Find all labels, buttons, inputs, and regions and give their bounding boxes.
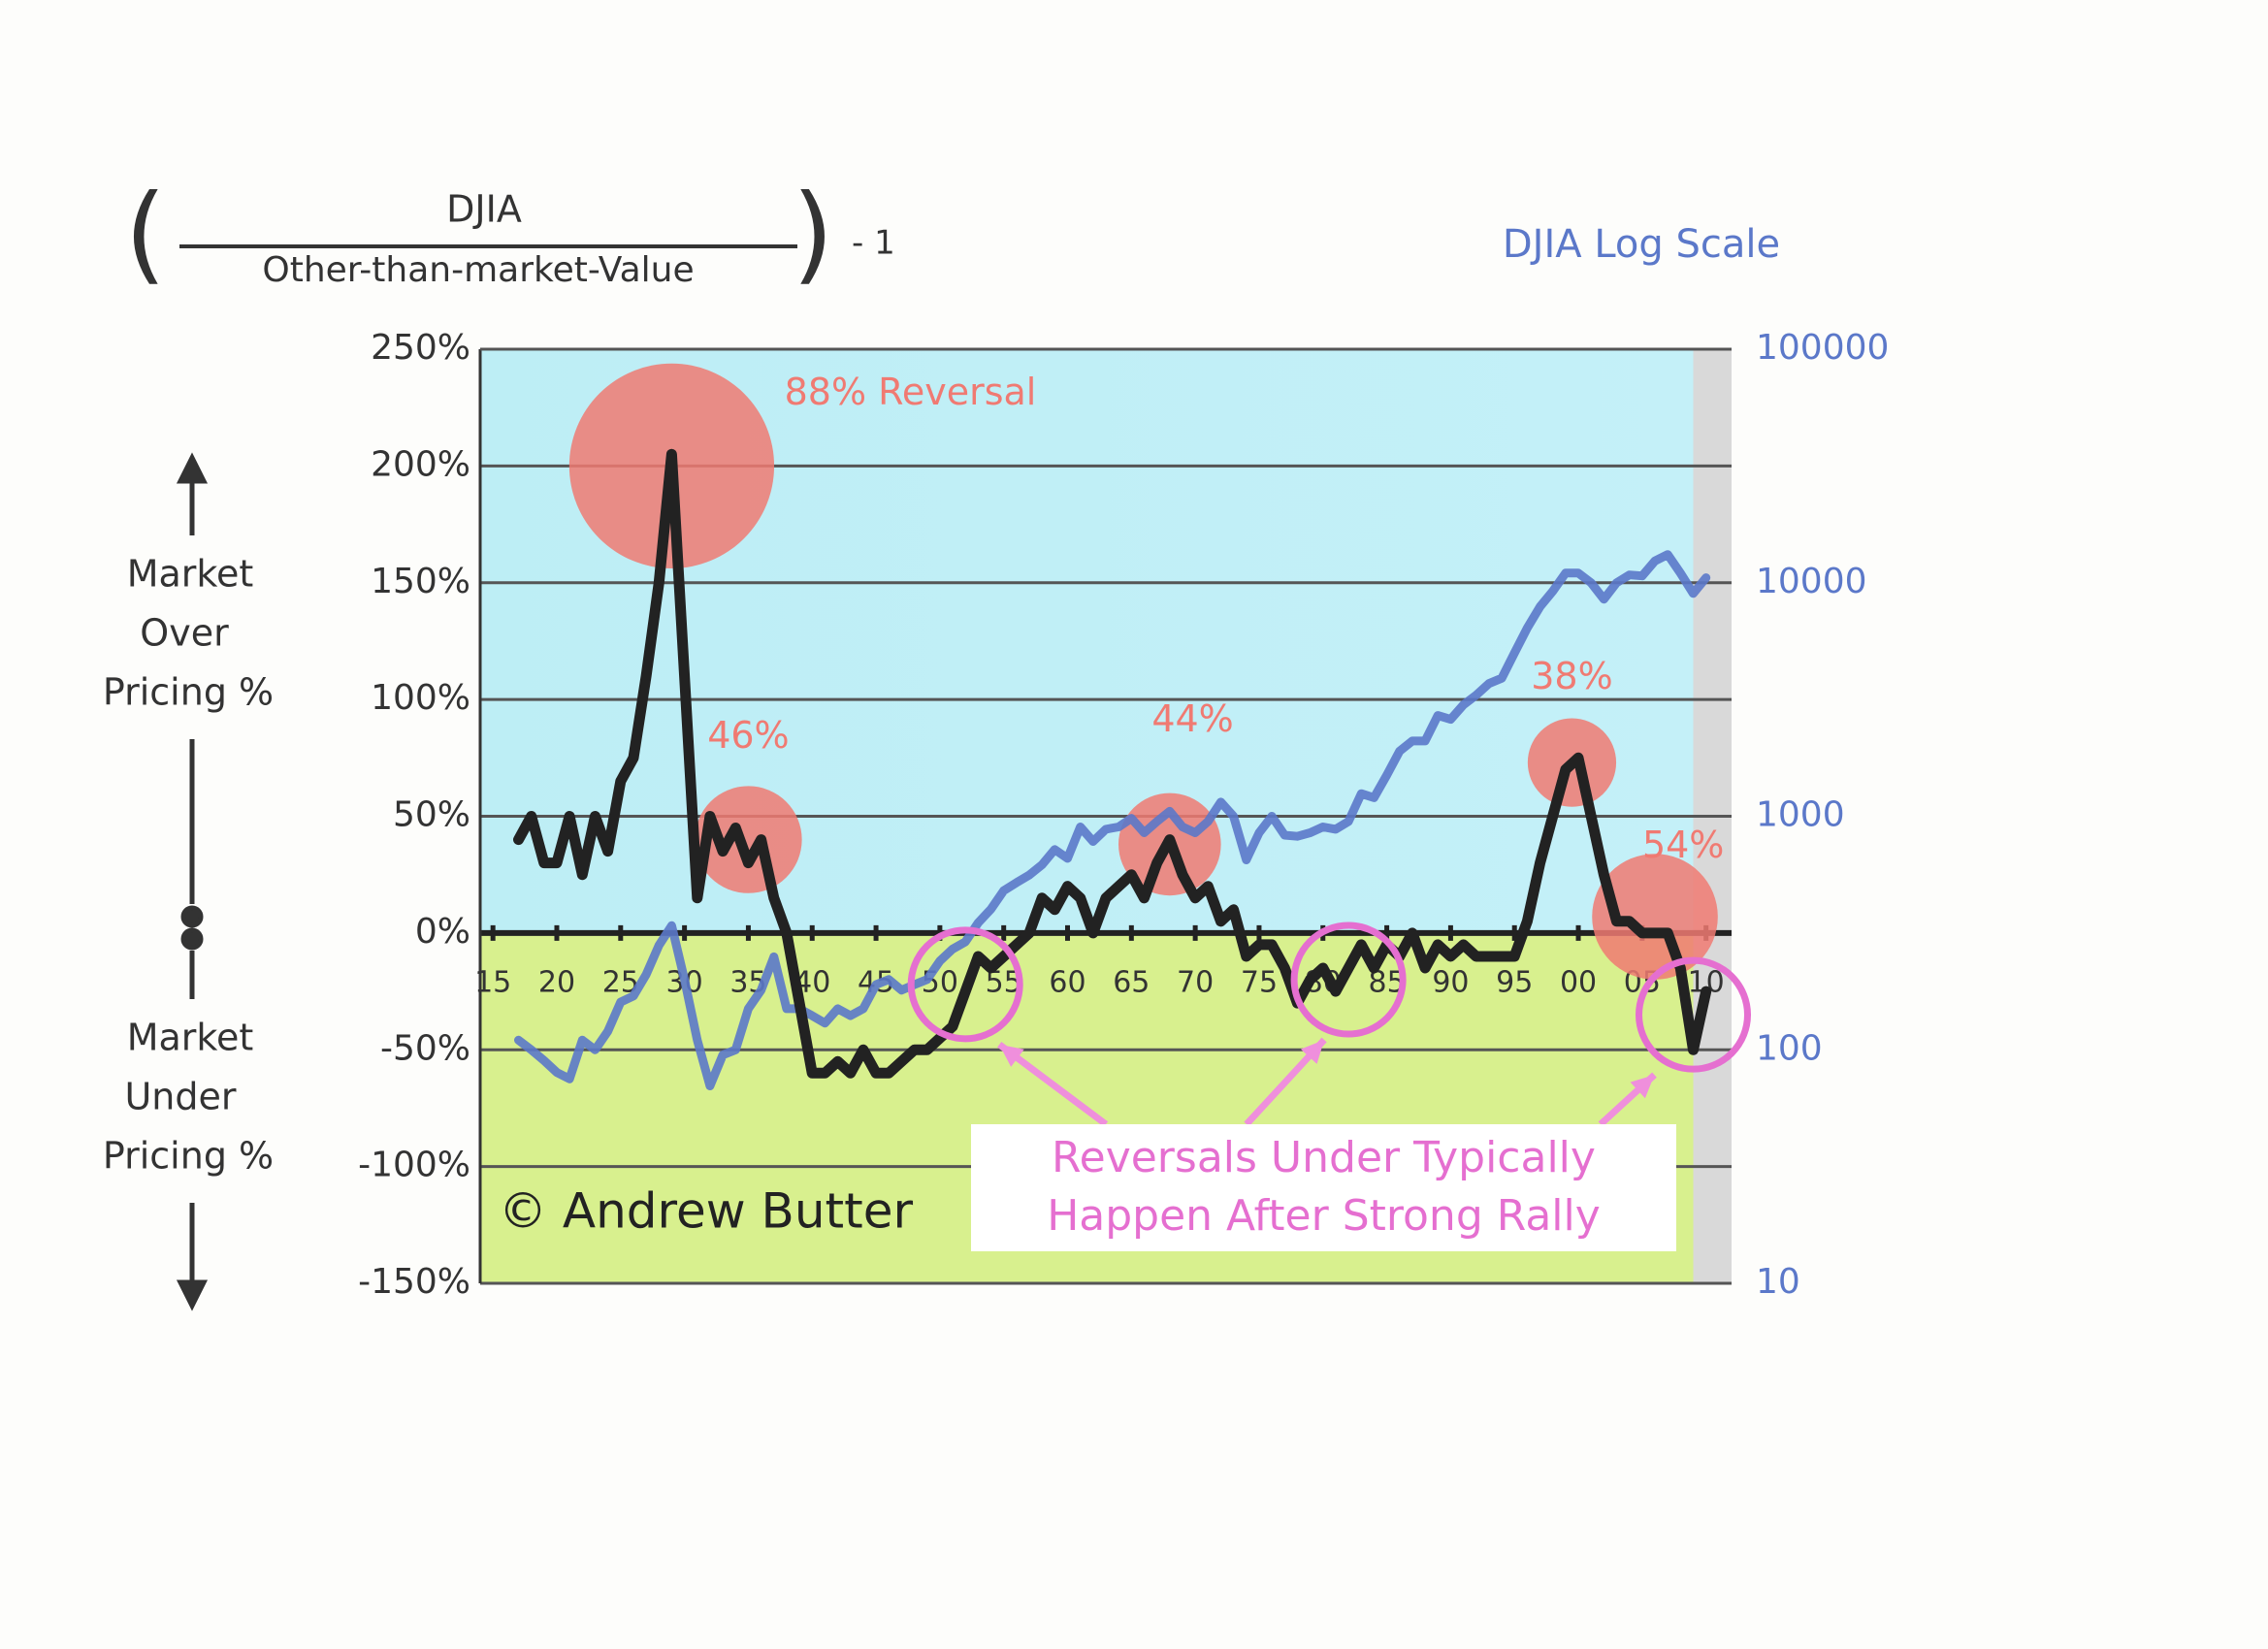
arrow-head [1630, 1075, 1655, 1099]
reversal-label: 38% [1531, 655, 1612, 697]
y2-tick-label: 10000 [1756, 562, 1867, 601]
annotation-text: Reversals Under Typically [1052, 1133, 1596, 1182]
plot: 250%200%150%100%50%0%-50%-100%-150%10000… [358, 328, 1889, 1302]
y2-tick-label: 1000 [1756, 795, 1845, 835]
y-tick-label: -150% [358, 1262, 470, 1302]
left-label: Market [127, 1017, 254, 1059]
y-tick-label: -100% [358, 1146, 470, 1185]
series-line [514, 550, 1711, 1090]
formula-suffix: - 1 [852, 224, 895, 263]
reversal-bubble [1592, 854, 1718, 980]
y-tick-label: 200% [371, 444, 470, 484]
reversal-label: 46% [707, 714, 789, 757]
annotation-box [971, 1124, 1676, 1251]
formula-denominator: Other-than-market-Value [262, 250, 694, 290]
left-labels: Market Over Pricing % Market Under Prici… [103, 553, 274, 1178]
reversal-label: 88% Reversal [785, 371, 1037, 413]
x-tick-label: 20 [538, 965, 575, 999]
paren: ) [793, 171, 834, 295]
y-tick-label: 0% [415, 912, 470, 952]
left-label: Pricing % [103, 1135, 274, 1178]
left-label: Market [127, 553, 254, 596]
x-tick-label: 60 [1049, 965, 1085, 999]
y-tick-label: 100% [371, 678, 470, 718]
credit: © Andrew Butter [499, 1183, 913, 1240]
y2-tick-label: 10 [1756, 1262, 1800, 1302]
highlight-circle [907, 926, 1023, 1043]
reversal-bubble [695, 786, 802, 893]
paren: ( [125, 171, 167, 295]
left-label: Over [140, 612, 229, 655]
series-line [513, 448, 1712, 1079]
reversal-label: 44% [1151, 697, 1233, 740]
x-tick-label: 70 [1177, 965, 1214, 999]
arrow-dot [180, 927, 204, 951]
x-tick-label: 15 [474, 965, 511, 999]
y-tick-label: 50% [393, 795, 470, 835]
arrow-head [1300, 1040, 1325, 1064]
y-tick-label: 250% [371, 328, 470, 368]
x-tick-label: 90 [1432, 965, 1469, 999]
arrow-head [176, 452, 209, 484]
highlight-circle [1636, 956, 1752, 1073]
y2-title: DJIA Log Scale [1503, 222, 1780, 267]
x-tick-label: 95 [1496, 965, 1533, 999]
y-tick-label: 150% [371, 562, 470, 601]
formula-numerator: DJIA [446, 188, 522, 231]
arrow-dot [180, 905, 204, 928]
reversal-label: 54% [1642, 824, 1724, 866]
left-label: Pricing % [103, 671, 274, 714]
y2-tick-label: 100 [1756, 1028, 1823, 1068]
annotation-text: Happen After Strong Rally [1047, 1191, 1601, 1241]
left-label: Under [124, 1076, 236, 1118]
x-tick-label: 00 [1560, 965, 1597, 999]
arrow-head [999, 1044, 1024, 1067]
left-arrows [176, 452, 209, 1311]
x-tick-label: 65 [1113, 965, 1150, 999]
highlight-circle [1290, 922, 1407, 1038]
y-tick-label: -50% [380, 1028, 470, 1068]
x-tick-label: 75 [1241, 965, 1278, 999]
arrow-head [176, 1279, 209, 1311]
y2-tick-label: 100000 [1756, 328, 1889, 368]
